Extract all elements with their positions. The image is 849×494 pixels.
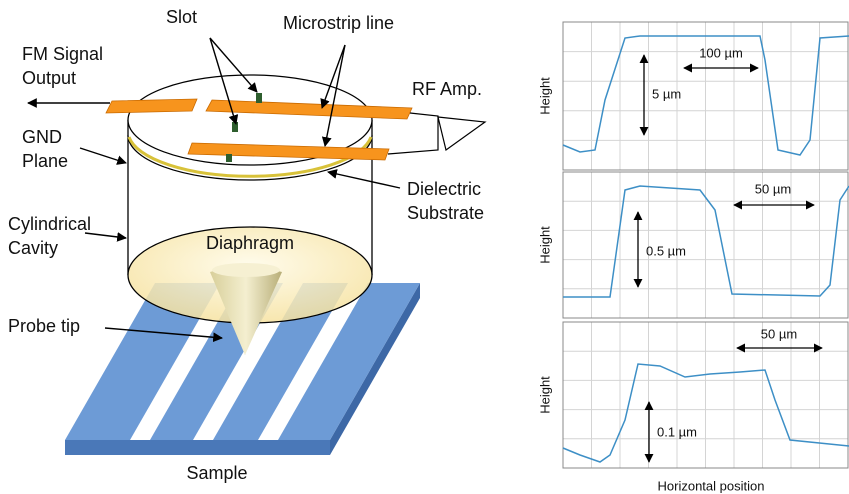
figure: Slot Microstrip line FM Signal Output RF… <box>0 0 849 494</box>
label: RF Amp. <box>412 79 482 99</box>
label: Output <box>22 68 76 88</box>
label: Cavity <box>8 238 58 258</box>
height-label: 0.5 µm <box>646 243 686 258</box>
y-axis-label: Height <box>537 376 552 414</box>
label: Substrate <box>407 203 484 223</box>
width-label: 100 µm <box>699 45 743 60</box>
profile-panels: 100 µm 5 µm 50 µm 0.5 µm 50 µm 0.1 µm Ho… <box>537 22 849 493</box>
label: Diaphragm <box>206 233 294 253</box>
label: Cylindrical <box>8 214 91 234</box>
y-axis-label: Height <box>537 226 552 264</box>
width-label: 50 µm <box>761 326 797 341</box>
height-label: 5 µm <box>652 86 681 101</box>
label: Probe tip <box>8 316 80 336</box>
y-axis-label: Height <box>537 77 552 115</box>
height-label: 0.1 µm <box>657 424 697 439</box>
label: Sample <box>186 463 247 483</box>
label: FM Signal <box>22 44 103 64</box>
width-label: 50 µm <box>755 181 791 196</box>
panel-frame <box>563 322 848 468</box>
label: Microstrip line <box>283 13 394 33</box>
label: Slot <box>166 7 197 27</box>
measure-arrows <box>638 55 822 462</box>
label: GND <box>22 127 62 147</box>
x-axis-label: Horizontal position <box>658 478 765 493</box>
label: Dielectric <box>407 179 481 199</box>
label: Plane <box>22 151 68 171</box>
